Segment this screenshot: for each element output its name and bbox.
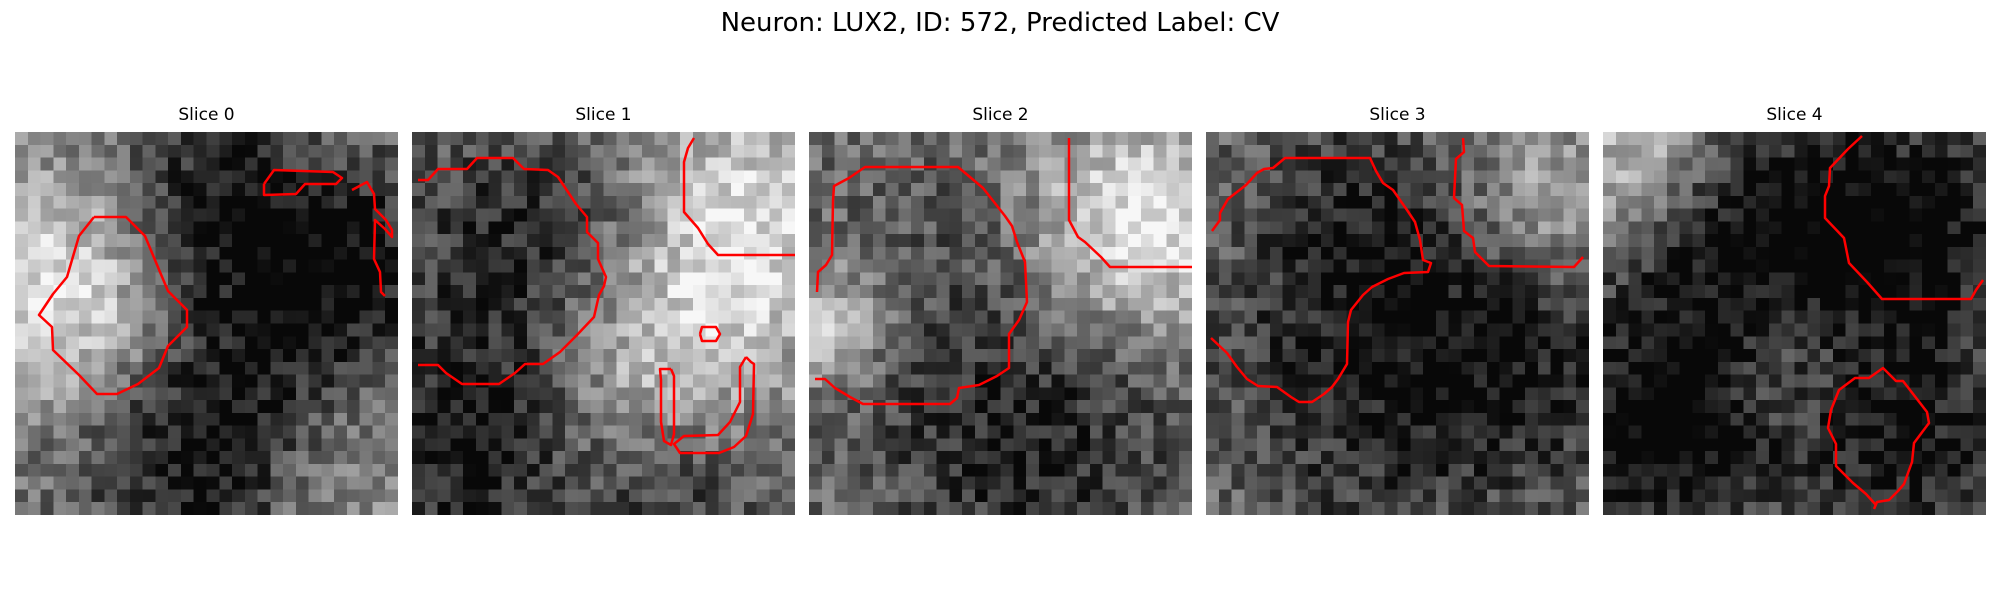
slice-image: [809, 132, 1192, 515]
slice-title: Slice 2: [972, 105, 1029, 125]
contour-line: [1826, 366, 1931, 510]
slice-title: Slice 0: [178, 105, 235, 125]
contour-overlay: [815, 138, 1192, 406]
contour-line: [1452, 137, 1584, 269]
contour-overlay: [37, 168, 394, 396]
contour-overlay: [1210, 137, 1584, 404]
slice-panel-0: Slice 0: [15, 104, 398, 515]
slice-image: [15, 132, 398, 515]
contour-line: [262, 168, 344, 197]
contour-overlay: [1823, 135, 1985, 510]
contour-line: [658, 367, 676, 447]
slice-title: Slice 4: [1766, 105, 1823, 125]
slice-image: [1603, 132, 1986, 515]
slice-panel-4: Slice 4: [1603, 104, 1986, 515]
slice-panel-2: Slice 2: [809, 104, 1192, 515]
contour-line: [672, 356, 756, 455]
contour-line: [1067, 138, 1192, 269]
contour-line: [351, 180, 394, 297]
contour-line: [682, 137, 795, 257]
contour-overlay: [418, 137, 795, 455]
contour-line: [37, 215, 189, 396]
contour-line: [1823, 135, 1985, 301]
figure-title: Neuron: LUX2, ID: 572, Predicted Label: …: [720, 8, 1280, 38]
slice-panel-1: Slice 1: [412, 104, 795, 515]
slice-panel-3: Slice 3: [1206, 104, 1589, 515]
slice-title: Slice 1: [575, 105, 632, 125]
contour-line: [1210, 156, 1433, 404]
contour-line: [698, 325, 722, 343]
contour-line: [815, 165, 1029, 406]
contour-line: [418, 156, 608, 386]
slice-title: Slice 3: [1369, 105, 1426, 125]
slice-image: [412, 132, 795, 515]
